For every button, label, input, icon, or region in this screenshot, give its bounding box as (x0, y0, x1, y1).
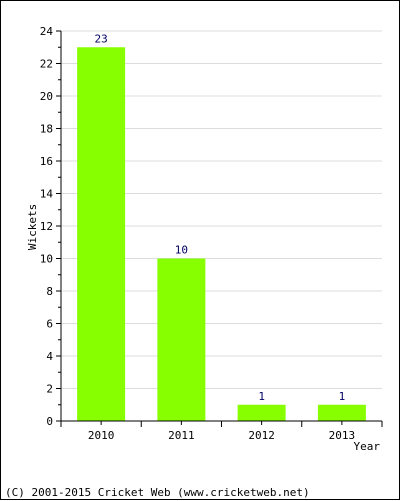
y-tick-label: 0 (46, 415, 53, 428)
axes (56, 30, 383, 427)
x-tick-label: 2010 (88, 429, 115, 442)
y-tick-label: 2 (46, 383, 53, 396)
y-tick-label: 16 (40, 155, 53, 168)
bars (77, 47, 366, 421)
bar (157, 258, 206, 421)
bar (77, 47, 126, 421)
y-tick-label: 12 (40, 220, 53, 233)
y-tick-label: 20 (40, 90, 53, 103)
y-tick-label: 8 (46, 285, 53, 298)
data-label: 1 (258, 390, 265, 403)
data-label: 1 (339, 390, 346, 403)
y-tick-label: 4 (46, 350, 53, 363)
y-tick-label: 22 (40, 58, 53, 71)
y-tick-label: 24 (40, 25, 54, 38)
y-tick-label: 10 (40, 253, 53, 266)
x-tick-labels: 2010 2011 2012 2013 (88, 429, 355, 442)
y-tick-label: 14 (40, 188, 54, 201)
bar (237, 404, 286, 421)
y-tick-label: 18 (40, 123, 53, 136)
x-tick-label: 2011 (168, 429, 195, 442)
bar (317, 404, 366, 421)
y-tick-label: 6 (46, 318, 53, 331)
x-axis-label: Year (354, 440, 381, 453)
data-label: 23 (95, 32, 108, 45)
data-labels: 23 10 1 1 (95, 32, 346, 403)
copyright-footer: (C) 2001-2015 Cricket Web (www.cricketwe… (5, 486, 310, 499)
data-label: 10 (175, 244, 188, 257)
x-tick-label: 2012 (248, 429, 275, 442)
y-axis-label: Wickets (26, 204, 39, 250)
x-tick-label: 2013 (329, 429, 356, 442)
